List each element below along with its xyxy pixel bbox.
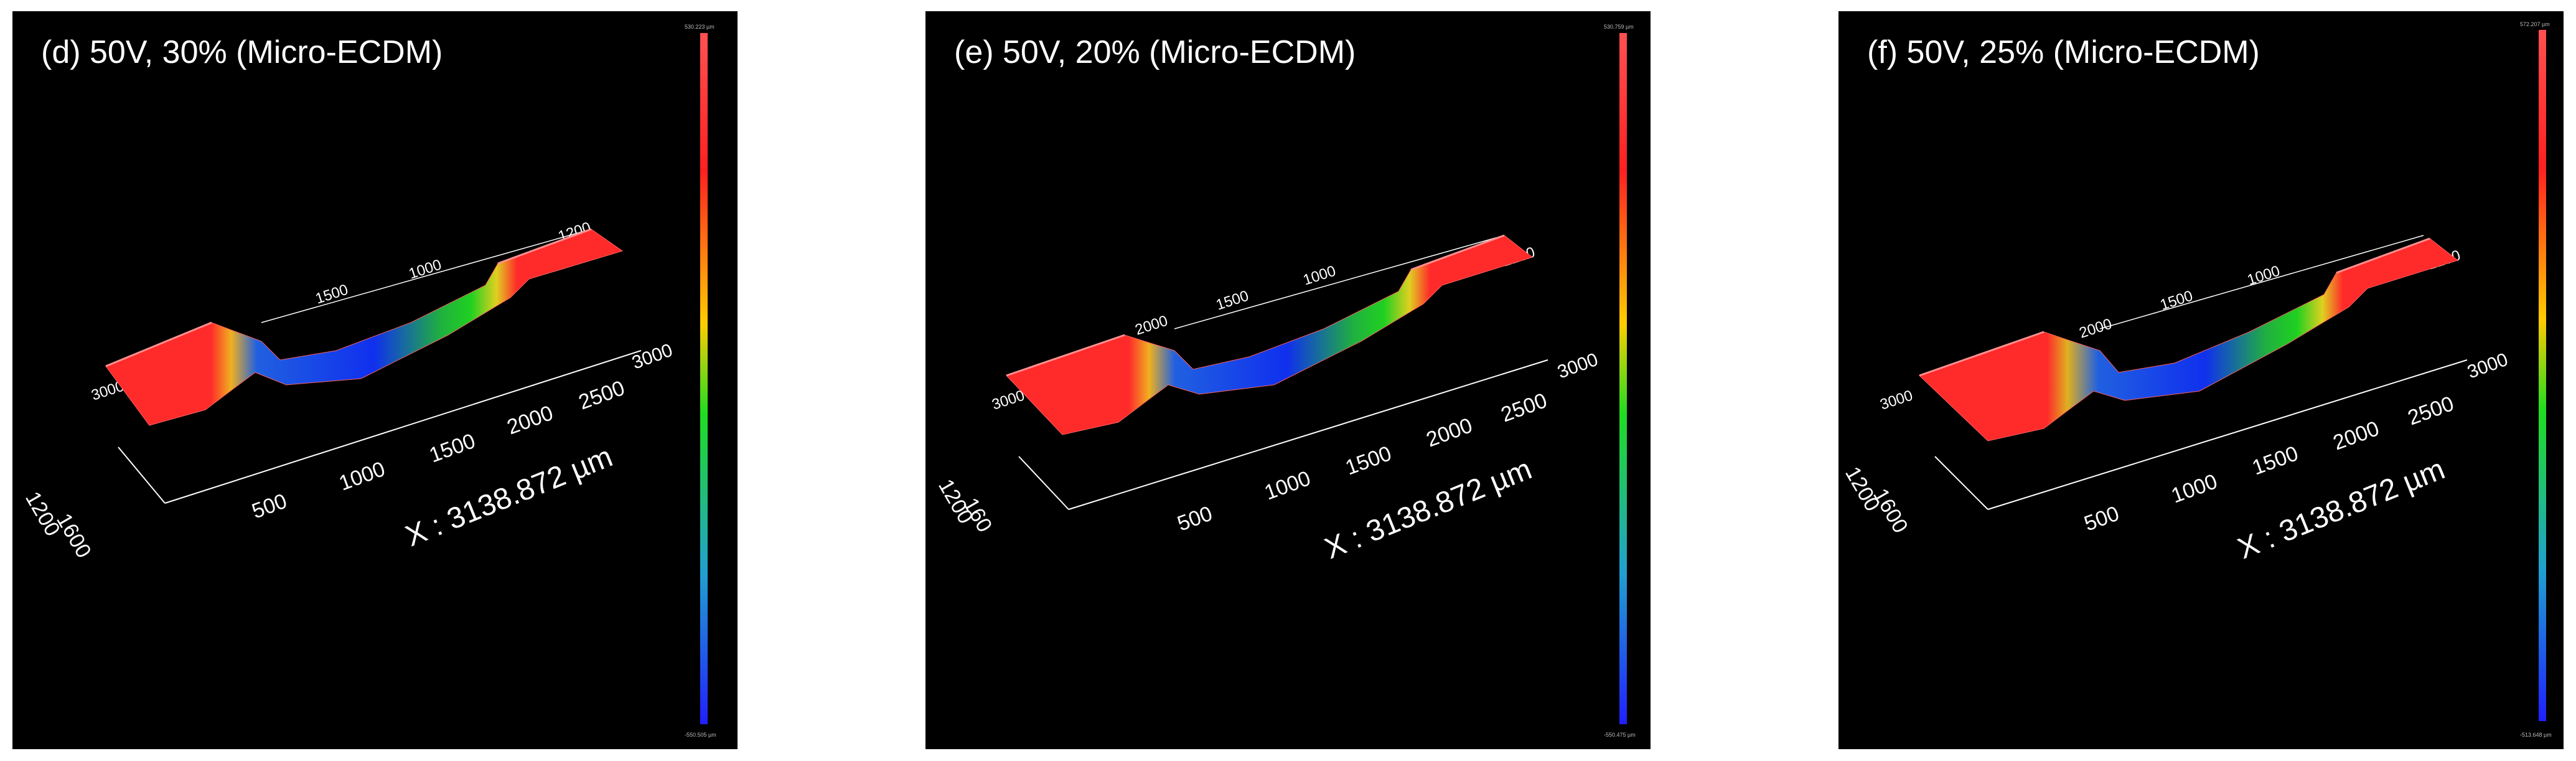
x-tick-label: 2500 [576,376,628,415]
x-tick-label: 1000 [2168,470,2221,508]
x-tick-label: 1000 [1262,466,1314,505]
x-tick-label: 2000 [1423,414,1476,452]
colorbar-d: 530.223 µm -550.505 µm [685,24,716,738]
x-tick-label: 3000 [629,340,675,374]
x-tick-label: 1500 [1342,442,1395,480]
surface-plot-d: 3000 1500 1000 1200 500 1000 1500 2000 2… [21,24,716,738]
colorbar-max-label: 530.223 µm [685,24,714,30]
colorbar-e: 530.759 µm -550.475 µm [1604,24,1636,738]
surface-mesh-e [1006,234,1534,435]
surface-plot-e: 3000 2000 1500 1000 1200 500 1000 1500 2… [934,24,1636,738]
colorbar-f: 572.207 µm -513.648 µm [2520,21,2552,738]
back-tick-label: 1500 [1214,288,1251,314]
back-tick-label: 2000 [2077,316,2114,342]
x-tick-label: 1500 [2249,442,2302,480]
back-tick-label: 1500 [2158,288,2195,314]
surface-panel-f: 3000 2000 1500 1000 1200 500 1000 1500 2… [1838,11,2564,749]
surface-panel-d: 3000 1500 1000 1200 500 1000 1500 2000 2… [12,11,738,749]
colorbar-min-label: -550.505 µm [685,732,716,738]
back-tick-label: 2000 [1133,313,1170,339]
colorbar-max-label: 530.759 µm [1604,24,1634,30]
x-tick-label: 2000 [2330,417,2382,455]
surface-mesh-f [1919,237,2459,442]
surface-mesh-d [105,228,624,426]
x-tick-label: 2000 [504,401,556,440]
colorbar-min-label: -513.648 µm [2520,732,2552,738]
x-tick-label: 2500 [2405,392,2457,430]
x-tick-label: 1500 [426,429,479,468]
x-tick-label: 3000 [1555,349,1601,383]
y-tick-label: 1600 [52,509,96,562]
colorbar-max-label: 572.207 µm [2520,21,2550,27]
x-tick-label: 1000 [336,457,388,496]
x-tick-label: 500 [249,489,290,523]
back-tick-label: 1000 [1301,263,1338,289]
surface-plot-f: 3000 2000 1500 1000 1200 500 1000 1500 2… [1840,21,2552,738]
panel-label-f: (f) 50V, 25% (Micro-ECDM) [1867,34,2260,70]
colorbar-min-label: -550.475 µm [1604,732,1636,738]
panel-label-d: (d) 50V, 30% (Micro-ECDM) [41,34,443,70]
panel-label-e: (e) 50V, 20% (Micro-ECDM) [954,34,1356,70]
surface-panel-e: 3000 2000 1500 1000 1200 500 1000 1500 2… [925,11,1651,749]
back-tick-label: 1000 [2246,263,2282,289]
back-tick-label: 1500 [314,281,350,308]
x-tick-label: 500 [2081,501,2122,536]
y-tick-label: 1200 [21,488,65,541]
x-tick-label: 3000 [2465,349,2511,383]
y-tick-label: 1600 [1868,484,1913,537]
x-tick-label: 500 [1174,501,1215,536]
back-tick-label: 3000 [1878,387,1915,414]
back-tick-label: 1000 [407,257,444,283]
x-tick-label: 2500 [1498,389,1550,427]
